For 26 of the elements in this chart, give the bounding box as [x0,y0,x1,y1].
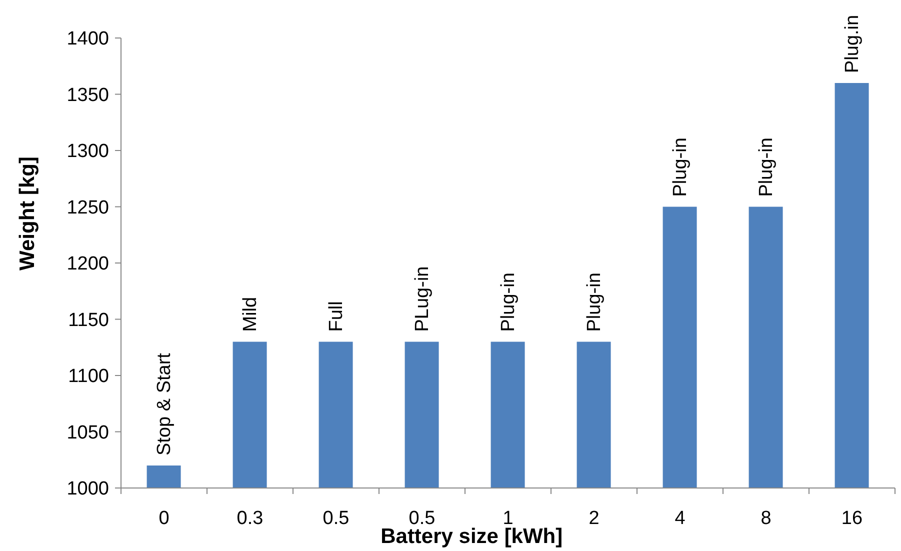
y-tick-label: 1300 [66,141,109,162]
x-tick-label: 0.3 [236,508,264,528]
y-tick-label: 1150 [68,310,109,331]
data-label: Plug.in [841,14,862,73]
y-axis-title: Weight [kg] [16,156,38,270]
x-tick-label: 0 [158,508,170,528]
data-label: Stop & Start [153,352,174,456]
x-tick-label: 0.5 [322,508,350,528]
x-tick-label: 16 [841,508,863,528]
data-label: Plug-in [669,138,690,197]
data-label: Plug-in [755,138,776,197]
y-tick-label: 1400 [66,28,109,50]
x-tick-label: 2 [588,508,600,528]
data-label: Mild [239,296,260,332]
x-tick-label: 8 [760,508,772,528]
y-tick-label: 1100 [68,366,109,388]
y-tick-label: 1050 [66,422,109,444]
y-tick-label: 1200 [66,254,109,275]
data-label: Plug-in [497,272,518,332]
y-tick-label: 1000 [66,478,109,500]
data-label: Plug-in [583,272,604,332]
x-tick-label: 4 [674,508,686,528]
data-label: Full [325,301,346,332]
y-tick-label: 1350 [66,84,109,106]
y-tick-label: 1250 [66,197,109,218]
data-label: PLug-in [411,266,432,332]
